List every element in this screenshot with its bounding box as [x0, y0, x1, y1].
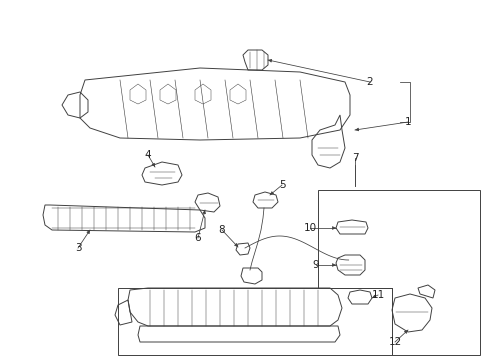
Text: 6: 6 [194, 233, 201, 243]
Text: 1: 1 [404, 117, 410, 127]
Text: 9: 9 [312, 260, 319, 270]
Text: 10: 10 [303, 223, 316, 233]
Text: 11: 11 [370, 290, 384, 300]
Text: 5: 5 [278, 180, 285, 190]
Text: 2: 2 [366, 77, 372, 87]
Text: 4: 4 [144, 150, 151, 160]
Text: 12: 12 [387, 337, 401, 347]
Text: 8: 8 [218, 225, 225, 235]
Text: 3: 3 [75, 243, 81, 253]
Text: 7: 7 [351, 153, 358, 163]
